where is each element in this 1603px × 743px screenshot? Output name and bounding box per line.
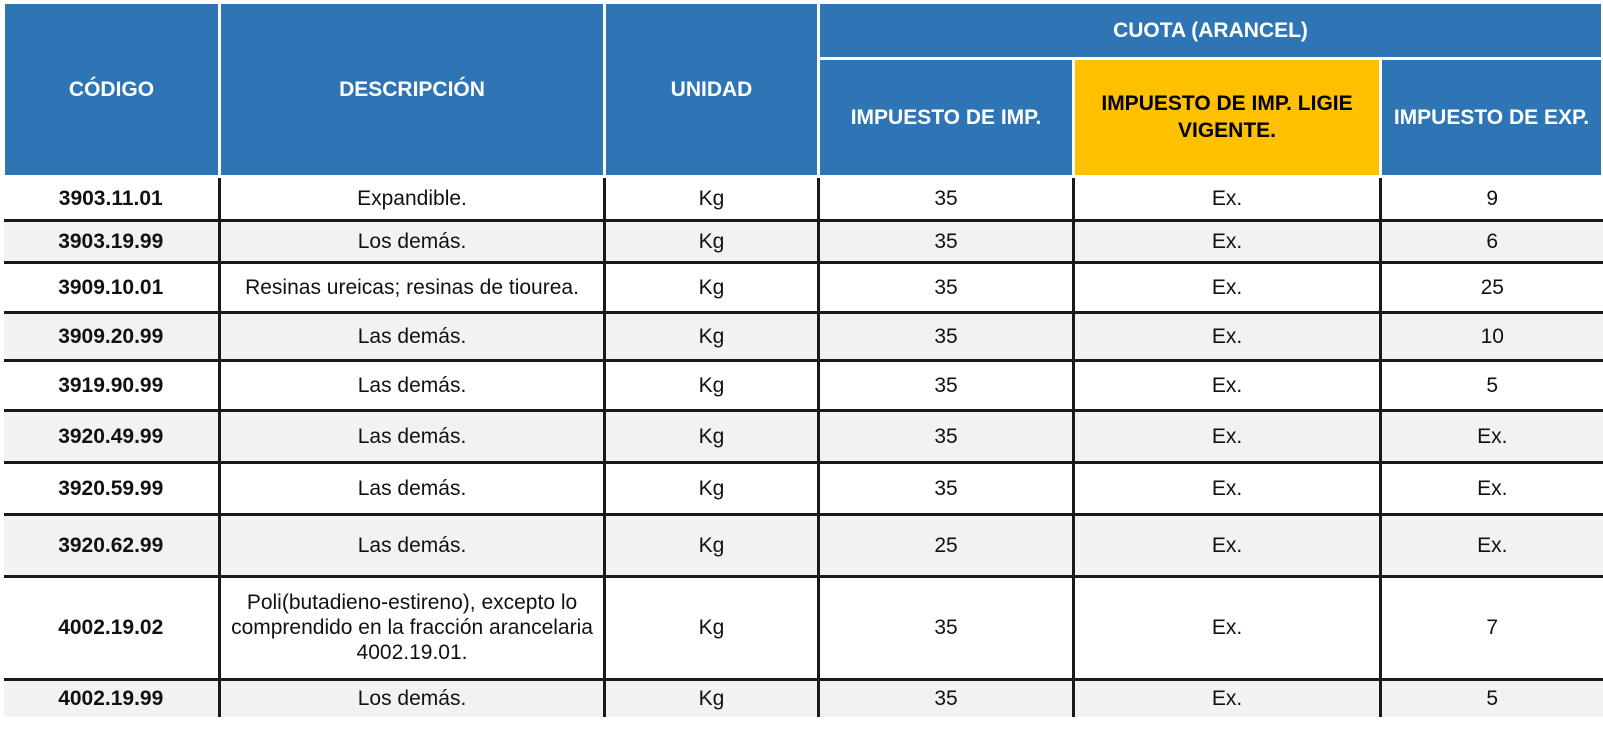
cell-unidad: Kg (603, 679, 820, 717)
tariff-table: CÓDIGO DESCRIPCIÓN UNIDAD CUOTA (ARANCEL… (2, 2, 1603, 717)
header-codigo: CÓDIGO (2, 2, 221, 178)
cell-impuesto-exp: 7 (1379, 576, 1603, 681)
cell-descripcion: Las demás. (218, 514, 606, 578)
cell-impuesto-imp: 35 (817, 176, 1075, 222)
cell-impuesto-ligie: Ex. (1072, 312, 1382, 362)
cell-descripcion: Las demás. (218, 312, 606, 362)
cell-codigo: 4002.19.99 (3, 679, 221, 717)
cell-impuesto-ligie: Ex. (1072, 679, 1382, 717)
cell-descripcion: Los demás. (218, 679, 606, 717)
cell-impuesto-imp: 35 (817, 462, 1075, 516)
cell-impuesto-imp: 35 (817, 679, 1075, 717)
cell-unidad: Kg (603, 360, 820, 412)
header-cuota-arancel: CUOTA (ARANCEL) (817, 2, 1603, 60)
cell-impuesto-exp: Ex. (1379, 462, 1603, 516)
cell-descripcion: Los demás. (218, 220, 606, 264)
cell-impuesto-exp: 10 (1379, 312, 1603, 362)
cell-unidad: Kg (603, 312, 820, 362)
table-row: 3919.90.99 Las demás. Kg 35 Ex. 5 (3, 360, 1603, 412)
header-unidad: UNIDAD (603, 2, 820, 178)
cell-impuesto-ligie: Ex. (1072, 576, 1382, 681)
cell-unidad: Kg (603, 176, 820, 222)
cell-impuesto-exp: 6 (1379, 220, 1603, 264)
cell-codigo: 3920.62.99 (3, 514, 221, 578)
cell-codigo: 3919.90.99 (3, 360, 221, 412)
cell-impuesto-imp: 35 (817, 220, 1075, 264)
cell-impuesto-imp: 35 (817, 262, 1075, 314)
cell-unidad: Kg (603, 576, 820, 681)
table-header: CÓDIGO DESCRIPCIÓN UNIDAD CUOTA (ARANCEL… (2, 2, 1603, 178)
cell-impuesto-exp: 9 (1379, 176, 1603, 222)
cell-descripcion: Poli(butadieno-estireno), excepto lo com… (218, 576, 606, 681)
table-row: 3903.19.99 Los demás. Kg 35 Ex. 6 (3, 220, 1603, 264)
table-body: 3903.11.01 Expandible. Kg 35 Ex. 9 3903.19.99 L… (3, 176, 1603, 717)
header-impuesto-importacion: IMPUESTO DE IMP. (817, 57, 1075, 178)
cell-codigo: 4002.19.02 (3, 576, 221, 681)
cell-codigo: 3903.19.99 (3, 220, 221, 264)
header-impuesto-ligie-vigente: IMPUESTO DE IMP. LIGIE VIGENTE. (1072, 57, 1382, 178)
cell-impuesto-imp: 35 (817, 360, 1075, 412)
cell-descripcion: Expandible. (218, 176, 606, 222)
cell-impuesto-ligie: Ex. (1072, 360, 1382, 412)
cell-codigo: 3920.59.99 (3, 462, 221, 516)
cell-impuesto-ligie: Ex. (1072, 176, 1382, 222)
table-row: 4002.19.02 Poli(butadieno-estireno), exce… (3, 576, 1603, 681)
cell-impuesto-exp: 25 (1379, 262, 1603, 314)
cell-impuesto-imp: 35 (817, 576, 1075, 681)
cell-impuesto-imp: 25 (817, 514, 1075, 578)
header-impuesto-exportacion: IMPUESTO DE EXP. (1379, 57, 1603, 178)
cell-codigo: 3909.20.99 (3, 312, 221, 362)
cell-impuesto-ligie: Ex. (1072, 462, 1382, 516)
cell-unidad: Kg (603, 514, 820, 578)
cell-descripcion: Las demás. (218, 410, 606, 464)
cell-impuesto-imp: 35 (817, 410, 1075, 464)
cell-unidad: Kg (603, 220, 820, 264)
cell-impuesto-ligie: Ex. (1072, 262, 1382, 314)
cell-codigo: 3909.10.01 (3, 262, 221, 314)
cell-impuesto-ligie: Ex. (1072, 514, 1382, 578)
cell-impuesto-exp: Ex. (1379, 514, 1603, 578)
table-row: 3920.49.99 Las demás. Kg 35 Ex. Ex. (3, 410, 1603, 464)
table-row: 3920.59.99 Las demás. Kg 35 Ex. Ex. (3, 462, 1603, 516)
table-row: 3909.20.99 Las demás. Kg 35 Ex. 10 (3, 312, 1603, 362)
cell-impuesto-exp: Ex. (1379, 410, 1603, 464)
cell-descripcion: Las demás. (218, 462, 606, 516)
table-row: 3903.11.01 Expandible. Kg 35 Ex. 9 (3, 176, 1603, 222)
cell-impuesto-ligie: Ex. (1072, 410, 1382, 464)
cell-impuesto-imp: 35 (817, 312, 1075, 362)
cell-descripcion: Resinas ureicas; resinas de tiourea. (218, 262, 606, 314)
cell-unidad: Kg (603, 410, 820, 464)
cell-codigo: 3903.11.01 (3, 176, 221, 222)
cell-descripcion: Las demás. (218, 360, 606, 412)
cell-unidad: Kg (603, 462, 820, 516)
cell-unidad: Kg (603, 262, 820, 314)
table-row: 4002.19.99 Los demás. Kg 35 Ex. 5 (3, 679, 1603, 717)
cell-impuesto-exp: 5 (1379, 679, 1603, 717)
table-row: 3920.62.99 Las demás. Kg 25 Ex. Ex. (3, 514, 1603, 578)
cell-codigo: 3920.49.99 (3, 410, 221, 464)
header-descripcion: DESCRIPCIÓN (218, 2, 606, 178)
cell-impuesto-exp: 5 (1379, 360, 1603, 412)
cell-impuesto-ligie: Ex. (1072, 220, 1382, 264)
table-row: 3909.10.01 Resinas ureicas; resinas de ti… (3, 262, 1603, 314)
